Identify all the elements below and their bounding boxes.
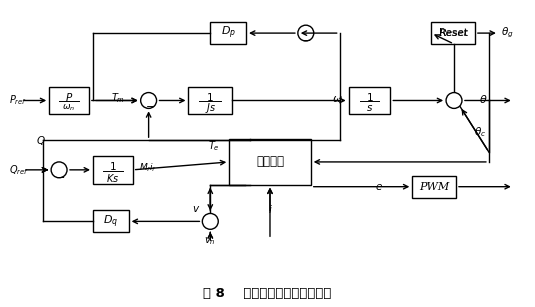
Text: $v$: $v$	[192, 204, 201, 215]
Text: $1$: $1$	[365, 91, 373, 103]
Text: Reset: Reset	[439, 28, 468, 38]
Text: $e$: $e$	[376, 182, 384, 192]
Text: 公式计算: 公式计算	[256, 155, 284, 169]
Text: $D_q$: $D_q$	[103, 213, 118, 230]
Text: $\theta_g$: $\theta_g$	[501, 26, 514, 40]
Bar	[412, 176, 456, 198]
Text: $T_m$: $T_m$	[111, 91, 125, 105]
Text: $-$: $-$	[55, 171, 65, 181]
Text: $M_f i_f$: $M_f i_f$	[139, 161, 156, 174]
Bar	[93, 156, 133, 184]
Text: 图 8    模拟同步发电机控制框图: 图 8 模拟同步发电机控制框图	[203, 287, 332, 300]
Text: $1$: $1$	[109, 160, 117, 172]
Text: $Js$: $Js$	[204, 101, 216, 115]
Text: $P$: $P$	[65, 91, 73, 103]
Text: $D_p$: $D_p$	[220, 25, 236, 41]
Circle shape	[298, 25, 314, 41]
Text: $T_e$: $T_e$	[208, 139, 220, 153]
Text: $1$: $1$	[207, 91, 214, 103]
Bar	[349, 87, 391, 114]
Text: $Ks$: $Ks$	[106, 172, 119, 184]
Bar	[431, 22, 475, 44]
Circle shape	[446, 92, 462, 108]
Bar	[229, 139, 311, 185]
Text: $i$: $i$	[268, 204, 272, 216]
Circle shape	[141, 92, 157, 108]
Bar	[49, 87, 89, 114]
Text: $-$: $-$	[144, 100, 155, 111]
Text: $Q$: $Q$	[36, 134, 46, 147]
Text: $Q_{ref}$: $Q_{ref}$	[9, 163, 29, 177]
Text: PWM: PWM	[419, 182, 449, 192]
Circle shape	[202, 213, 218, 229]
Text: $\omega$: $\omega$	[332, 94, 343, 103]
Bar	[188, 87, 232, 114]
Text: $\theta_c$: $\theta_c$	[474, 125, 486, 139]
Bar	[210, 22, 246, 44]
Text: $s$: $s$	[366, 103, 373, 113]
Text: $\theta$: $\theta$	[479, 92, 487, 104]
Text: $v_n$: $v_n$	[204, 235, 216, 247]
Text: Reset: Reset	[438, 29, 468, 37]
Circle shape	[51, 162, 67, 178]
Bar	[93, 211, 129, 232]
Text: $\omega_n$: $\omega_n$	[63, 102, 75, 113]
Text: $-$: $-$	[301, 34, 311, 44]
Text: $P_{ref}$: $P_{ref}$	[9, 94, 27, 107]
